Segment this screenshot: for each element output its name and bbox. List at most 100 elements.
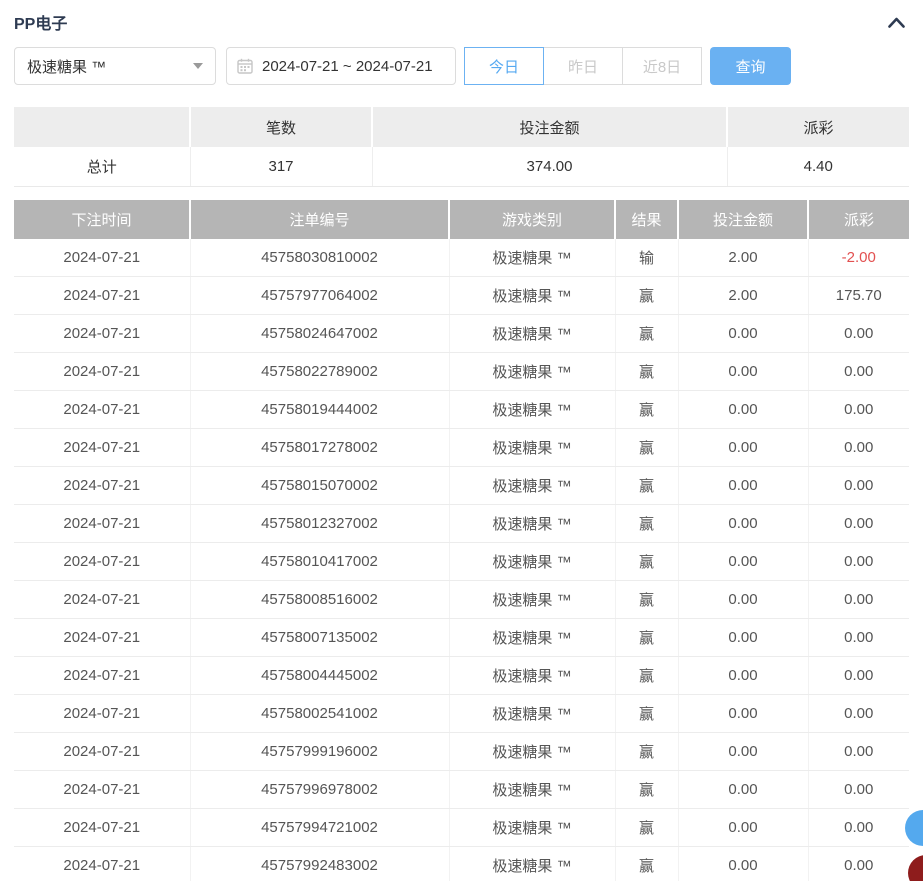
table-row: 2024-07-21 45758019444002 极速糖果 ™ 赢 0.00 … xyxy=(14,390,909,429)
last-8-days-button[interactable]: 近8日 xyxy=(622,47,702,85)
cell-bet-amount: 0.00 xyxy=(677,808,808,847)
bet-table-header-row: 下注时间 注单编号 游戏类别 结果 投注金额 派彩 xyxy=(14,199,909,239)
cell-bet-time: 2024-07-21 xyxy=(14,846,190,881)
game-select[interactable]: 极速糖果 ™ xyxy=(14,47,216,85)
cell-bet-amount: 0.00 xyxy=(677,694,808,733)
cell-bet-time: 2024-07-21 xyxy=(14,770,190,809)
table-row: 2024-07-21 45758008516002 极速糖果 ™ 赢 0.00 … xyxy=(14,580,909,619)
cell-payout: 0.00 xyxy=(807,428,909,467)
bet-table: 下注时间 注单编号 游戏类别 结果 投注金额 派彩 2024-07-21 457… xyxy=(14,199,909,881)
cell-bet-time: 2024-07-21 xyxy=(14,694,190,733)
cell-bet-time: 2024-07-21 xyxy=(14,238,190,277)
cell-bet-amount: 0.00 xyxy=(677,352,808,391)
cell-payout: 175.70 xyxy=(807,276,909,315)
cell-result: 赢 xyxy=(614,542,678,581)
summary-header-payout: 派彩 xyxy=(726,107,909,147)
cell-result: 赢 xyxy=(614,390,678,429)
cell-bet-id: 45758022789002 xyxy=(189,352,449,391)
cell-payout: 0.00 xyxy=(807,694,909,733)
header-result: 结果 xyxy=(614,199,678,239)
cell-result: 赢 xyxy=(614,808,678,847)
cell-bet-id: 45757996978002 xyxy=(189,770,449,809)
cell-bet-amount: 0.00 xyxy=(677,504,808,543)
cell-bet-amount: 2.00 xyxy=(677,276,808,315)
cell-bet-time: 2024-07-21 xyxy=(14,656,190,695)
cell-payout: 0.00 xyxy=(807,580,909,619)
floating-action-button[interactable] xyxy=(908,855,923,881)
summary-total-row: 总计 317 374.00 4.40 xyxy=(14,147,909,187)
cell-bet-time: 2024-07-21 xyxy=(14,466,190,505)
cell-game-category: 极速糖果 ™ xyxy=(448,770,615,809)
cell-game-category: 极速糖果 ™ xyxy=(448,238,615,277)
summary-header-row: 笔数 投注金额 派彩 xyxy=(14,107,909,147)
table-row: 2024-07-21 45758010417002 极速糖果 ™ 赢 0.00 … xyxy=(14,542,909,581)
cell-game-category: 极速糖果 ™ xyxy=(448,580,615,619)
table-row: 2024-07-21 45757994721002 极速糖果 ™ 赢 0.00 … xyxy=(14,808,909,847)
chevron-up-icon xyxy=(888,16,905,31)
cell-game-category: 极速糖果 ™ xyxy=(448,846,615,881)
chevron-down-icon xyxy=(193,63,203,69)
cell-bet-time: 2024-07-21 xyxy=(14,580,190,619)
table-row: 2024-07-21 45758012327002 极速糖果 ™ 赢 0.00 … xyxy=(14,504,909,543)
cell-payout: 0.00 xyxy=(807,466,909,505)
cell-game-category: 极速糖果 ™ xyxy=(448,808,615,847)
cell-bet-amount: 0.00 xyxy=(677,732,808,771)
collapse-panel-button[interactable] xyxy=(886,15,907,30)
table-row: 2024-07-21 45758024647002 极速糖果 ™ 赢 0.00 … xyxy=(14,314,909,353)
yesterday-button[interactable]: 昨日 xyxy=(543,47,623,85)
cell-result: 赢 xyxy=(614,580,678,619)
cell-result: 输 xyxy=(614,238,678,277)
cell-game-category: 极速糖果 ™ xyxy=(448,466,615,505)
cell-bet-time: 2024-07-21 xyxy=(14,428,190,467)
search-button[interactable]: 查询 xyxy=(710,47,791,85)
today-button[interactable]: 今日 xyxy=(464,47,544,85)
cell-result: 赢 xyxy=(614,314,678,353)
table-row: 2024-07-21 45758004445002 极速糖果 ™ 赢 0.00 … xyxy=(14,656,909,695)
table-row: 2024-07-21 45758017278002 极速糖果 ™ 赢 0.00 … xyxy=(14,428,909,467)
cell-bet-amount: 0.00 xyxy=(677,314,808,353)
cell-payout: 0.00 xyxy=(807,352,909,391)
cell-result: 赢 xyxy=(614,770,678,809)
cell-bet-id: 45757992483002 xyxy=(189,846,449,881)
cell-result: 赢 xyxy=(614,694,678,733)
table-row: 2024-07-21 45758030810002 极速糖果 ™ 输 2.00 … xyxy=(14,238,909,277)
cell-payout: 0.00 xyxy=(807,542,909,581)
cell-bet-amount: 0.00 xyxy=(677,390,808,429)
cell-result: 赢 xyxy=(614,732,678,771)
cell-bet-amount: 0.00 xyxy=(677,542,808,581)
table-row: 2024-07-21 45758022789002 极速糖果 ™ 赢 0.00 … xyxy=(14,352,909,391)
table-row: 2024-07-21 45757992483002 极速糖果 ™ 赢 0.00 … xyxy=(14,846,909,881)
cell-game-category: 极速糖果 ™ xyxy=(448,428,615,467)
cell-bet-amount: 0.00 xyxy=(677,618,808,657)
bet-table-body: 2024-07-21 45758030810002 极速糖果 ™ 输 2.00 … xyxy=(14,238,909,881)
cell-bet-id: 45758015070002 xyxy=(189,466,449,505)
table-row: 2024-07-21 45758015070002 极速糖果 ™ 赢 0.00 … xyxy=(14,466,909,505)
cell-bet-amount: 0.00 xyxy=(677,656,808,695)
date-range-picker[interactable]: 2024-07-21 ~ 2024-07-21 xyxy=(226,47,456,85)
cell-game-category: 极速糖果 ™ xyxy=(448,504,615,543)
cell-game-category: 极速糖果 ™ xyxy=(448,618,615,657)
cell-payout: 0.00 xyxy=(807,808,909,847)
floating-chat-button[interactable] xyxy=(905,810,923,846)
summary-total-payout: 4.40 xyxy=(726,147,909,187)
cell-bet-amount: 0.00 xyxy=(677,466,808,505)
cell-result: 赢 xyxy=(614,504,678,543)
cell-bet-amount: 0.00 xyxy=(677,428,808,467)
cell-payout: 0.00 xyxy=(807,846,909,881)
cell-bet-amount: 0.00 xyxy=(677,770,808,809)
cell-result: 赢 xyxy=(614,618,678,657)
header-bet-time: 下注时间 xyxy=(14,199,190,239)
cell-bet-amount: 0.00 xyxy=(677,846,808,881)
cell-bet-time: 2024-07-21 xyxy=(14,390,190,429)
summary-header-count: 笔数 xyxy=(189,107,372,147)
cell-bet-time: 2024-07-21 xyxy=(14,504,190,543)
cell-bet-time: 2024-07-21 xyxy=(14,352,190,391)
cell-payout: 0.00 xyxy=(807,390,909,429)
filter-bar: 极速糖果 ™ 2024-07-21 ~ 2024-07-21 今日 昨日 近8日… xyxy=(0,47,923,85)
cell-bet-id: 45758004445002 xyxy=(189,656,449,695)
cell-payout: 0.00 xyxy=(807,732,909,771)
table-row: 2024-07-21 45758007135002 极速糖果 ™ 赢 0.00 … xyxy=(14,618,909,657)
summary-header-bet-amount: 投注金额 xyxy=(371,107,727,147)
summary-total-label: 总计 xyxy=(14,147,190,187)
